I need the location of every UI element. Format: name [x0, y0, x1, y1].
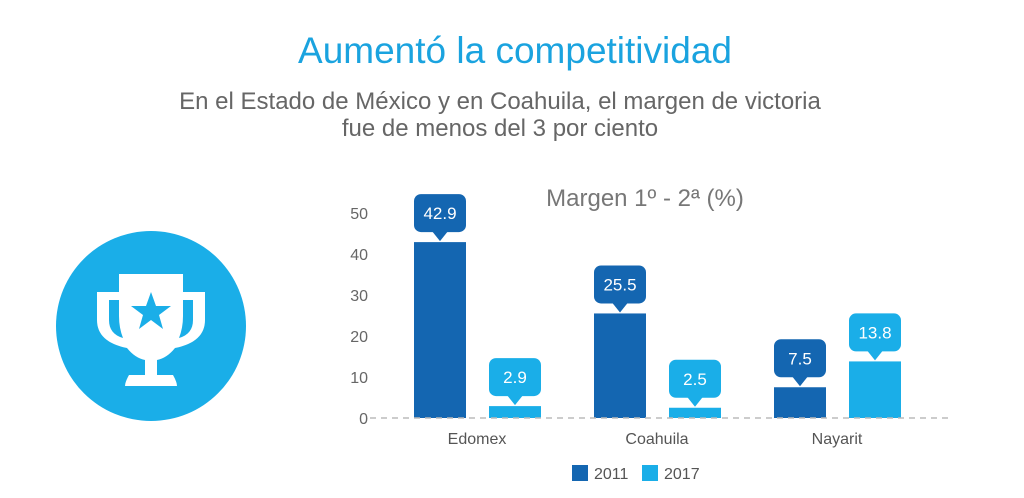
- page-subtitle: En el Estado de México y en Coahuila, el…: [0, 88, 1000, 142]
- legend-swatch-2017: [642, 465, 658, 481]
- data-label: 2.9: [503, 368, 527, 387]
- legend-label: 2011: [594, 466, 629, 483]
- y-tick-label: 20: [350, 329, 368, 346]
- y-tick-label: 0: [359, 411, 368, 428]
- bar-2017: [489, 406, 541, 418]
- data-label-callout: [849, 313, 901, 352]
- data-label-callout: [774, 339, 826, 378]
- data-label: 25.5: [603, 275, 636, 294]
- x-tick-label: Coahuila: [625, 431, 688, 448]
- data-label-pointer: [612, 302, 628, 313]
- bar-2011: [774, 387, 826, 418]
- data-label: 42.9: [423, 204, 456, 223]
- y-tick-label: 30: [350, 288, 368, 305]
- bar-2017: [669, 407, 721, 418]
- data-label: 7.5: [788, 349, 812, 368]
- data-label-callout: [669, 359, 721, 398]
- x-tick-label: Nayarit: [812, 431, 863, 448]
- y-tick-label: 10: [350, 370, 368, 387]
- data-label: 2.5: [683, 370, 707, 389]
- legend-label: 2017: [664, 466, 700, 483]
- bar-2011: [414, 242, 466, 418]
- data-label-callout: [414, 194, 466, 233]
- subtitle-line: En el Estado de México y en Coahuila, el…: [179, 88, 821, 115]
- page-title: Aumentó la competitividad: [298, 30, 732, 71]
- x-tick-label: Edomex: [448, 431, 507, 448]
- bar-2011: [594, 313, 646, 418]
- chart-title: Margen 1º - 2ª (%): [546, 185, 744, 212]
- data-label-pointer: [507, 395, 523, 406]
- data-label-pointer: [687, 396, 703, 407]
- data-label-callout: [489, 358, 541, 397]
- legend-swatch-2011: [572, 465, 588, 481]
- trophy-star-icon: [56, 231, 246, 421]
- data-label-pointer: [867, 350, 883, 361]
- bar-2017: [849, 361, 901, 418]
- data-label-pointer: [432, 231, 448, 242]
- data-label-callout: [594, 265, 646, 304]
- y-tick-label: 40: [350, 247, 368, 264]
- subtitle-line: fue de menos del 3 por ciento: [341, 115, 659, 142]
- data-label: 13.8: [858, 323, 891, 342]
- data-label-pointer: [792, 376, 808, 387]
- y-tick-label: 50: [350, 206, 368, 223]
